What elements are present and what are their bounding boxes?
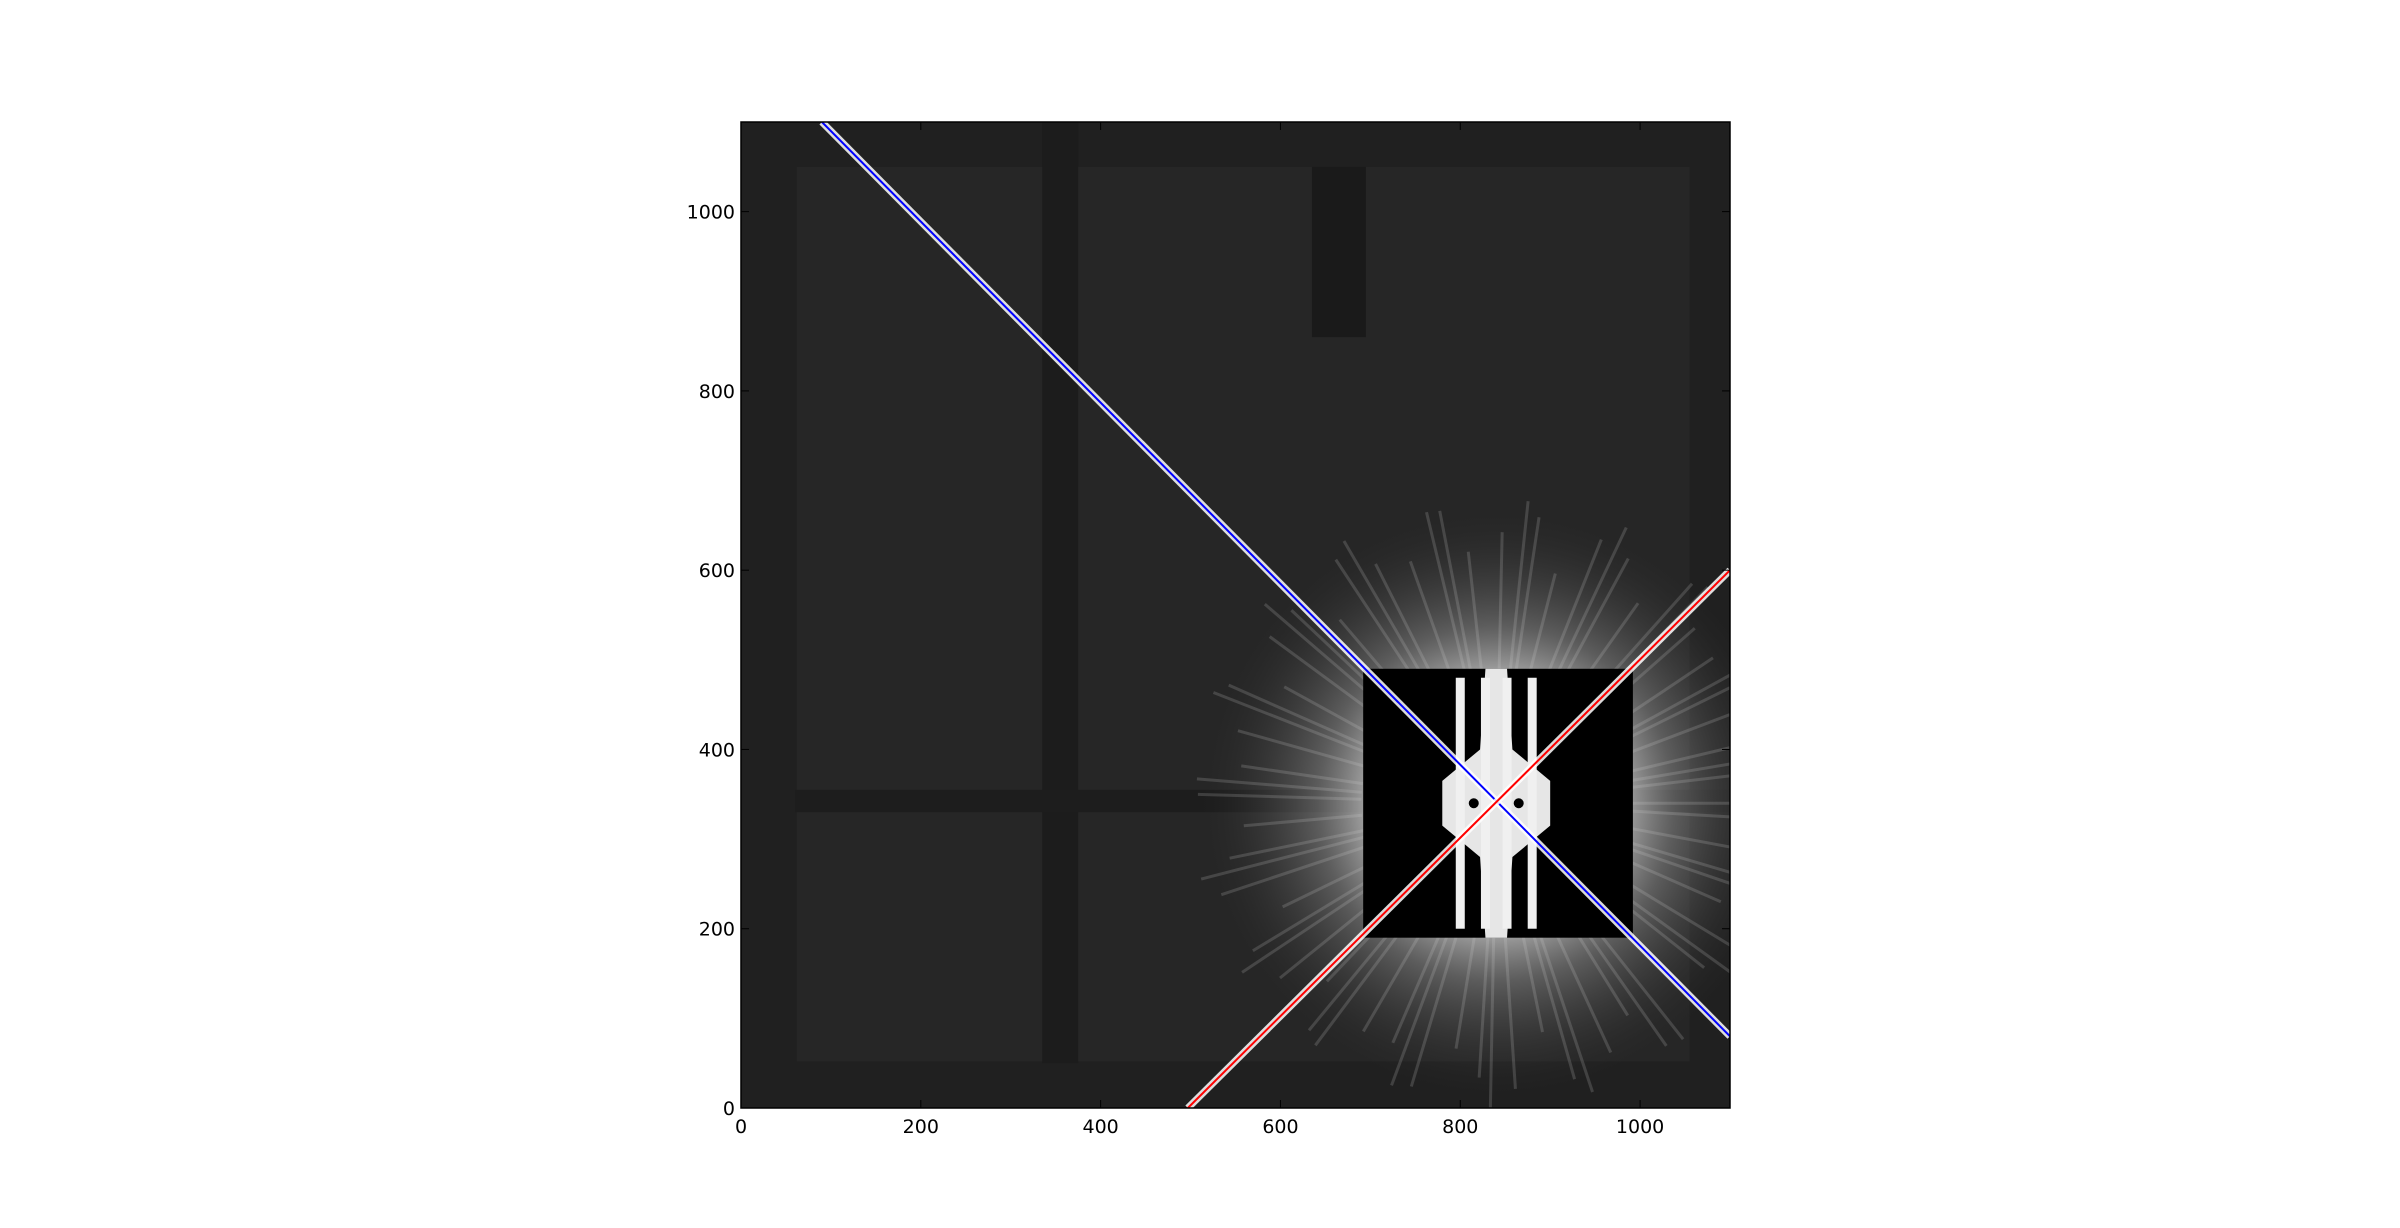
diffraction-streak	[1252, 871, 1382, 953]
diffraction-streak	[1544, 539, 1603, 679]
diffraction-streak	[1282, 860, 1376, 909]
diffraction-streak	[1521, 934, 1544, 1033]
diffraction-streak	[1610, 871, 1730, 947]
diffraction-streak	[1551, 924, 1613, 1054]
diffraction-streak	[1497, 532, 1504, 669]
diffraction-streak	[1625, 839, 1730, 874]
diffraction-streak	[1228, 683, 1374, 751]
diffraction-streak	[1374, 563, 1437, 684]
overlay-line	[1187, 569, 1730, 1108]
diffraction-streak	[1488, 937, 1496, 1108]
y-tick-label: 400	[699, 739, 735, 761]
diffraction-streak	[1477, 937, 1490, 1078]
diffraction-streak	[1342, 540, 1430, 688]
central-dark-spot	[1468, 798, 1479, 809]
axes: 0 200 400 600 800 1000 0 200 400 600 800 1000	[687, 121, 1731, 1138]
diffraction-streak	[1514, 516, 1541, 671]
y-tick-label: 0	[723, 1098, 735, 1120]
diffraction-streak	[1196, 777, 1362, 794]
diffraction-streak	[1558, 557, 1630, 686]
diffraction-streak	[1623, 845, 1730, 885]
diffraction-streak	[1241, 764, 1364, 786]
diffraction-streak	[1627, 746, 1730, 774]
diffraction-streak	[1621, 713, 1730, 757]
diffraction-streak	[1531, 932, 1577, 1080]
central-bright-column	[1527, 677, 1537, 929]
overlay-line	[821, 122, 1730, 1037]
diffraction-streak	[1409, 931, 1460, 1087]
central-bright-column	[1480, 677, 1490, 929]
shadow-block	[1311, 166, 1366, 338]
diffraction-streak	[1241, 876, 1385, 974]
diffraction-streak	[1628, 826, 1730, 849]
diffraction-streak	[1619, 856, 1722, 904]
diffraction-streak	[1466, 551, 1483, 670]
y-tick-label: 600	[699, 560, 735, 582]
diffraction-streak	[1212, 691, 1372, 756]
diffraction-streak	[1454, 935, 1476, 1049]
diffraction-streak	[1197, 792, 1362, 801]
central-bright-column	[1502, 677, 1512, 929]
x-tick-label: 800	[1442, 1116, 1478, 1138]
diffraction-streak	[1503, 937, 1517, 1089]
central-dark-spot	[1513, 798, 1524, 809]
diffraction-streak	[1283, 685, 1379, 740]
diffraction-streak	[1508, 501, 1530, 670]
diffraction-streak	[1537, 930, 1594, 1093]
diffraction-streak	[1528, 573, 1557, 674]
diffraction-streak	[1362, 918, 1430, 1033]
diffraction-streak	[1391, 926, 1445, 1044]
vertical-shadow-strip	[1042, 122, 1079, 1064]
axes-frame	[740, 121, 1731, 1109]
diffraction-streak	[1229, 828, 1365, 860]
diffraction-streak	[1243, 813, 1363, 828]
diffraction-streak	[1438, 510, 1473, 672]
x-tick-label: 600	[1262, 1116, 1298, 1138]
x-tick-label: 1000	[1616, 1116, 1664, 1138]
y-tick-label: 1000	[687, 202, 735, 224]
x-tick-label: 0	[735, 1116, 747, 1138]
y-tick-label: 200	[699, 919, 735, 941]
diffraction-streaks	[1196, 501, 1730, 1108]
diffraction-streak	[1408, 560, 1453, 677]
diffraction-streak	[1628, 762, 1730, 783]
diffraction-streak	[1552, 526, 1628, 683]
plot-area	[741, 122, 1730, 1108]
diffraction-streak	[1390, 928, 1451, 1086]
diffraction-streak	[1630, 774, 1730, 790]
y-tick-label: 800	[699, 381, 735, 403]
x-tick-label: 200	[903, 1116, 939, 1138]
diffraction-streak	[1237, 729, 1367, 769]
diffraction-streak	[1200, 835, 1367, 881]
diffraction-streak	[1630, 809, 1730, 819]
diffraction-streak	[1425, 511, 1467, 673]
central-bright-column	[1455, 677, 1465, 929]
diffraction-streak	[1613, 673, 1730, 740]
x-tick-label: 400	[1083, 1116, 1119, 1138]
diffraction-streak	[1220, 844, 1369, 897]
diffraction-streak	[1616, 686, 1730, 745]
